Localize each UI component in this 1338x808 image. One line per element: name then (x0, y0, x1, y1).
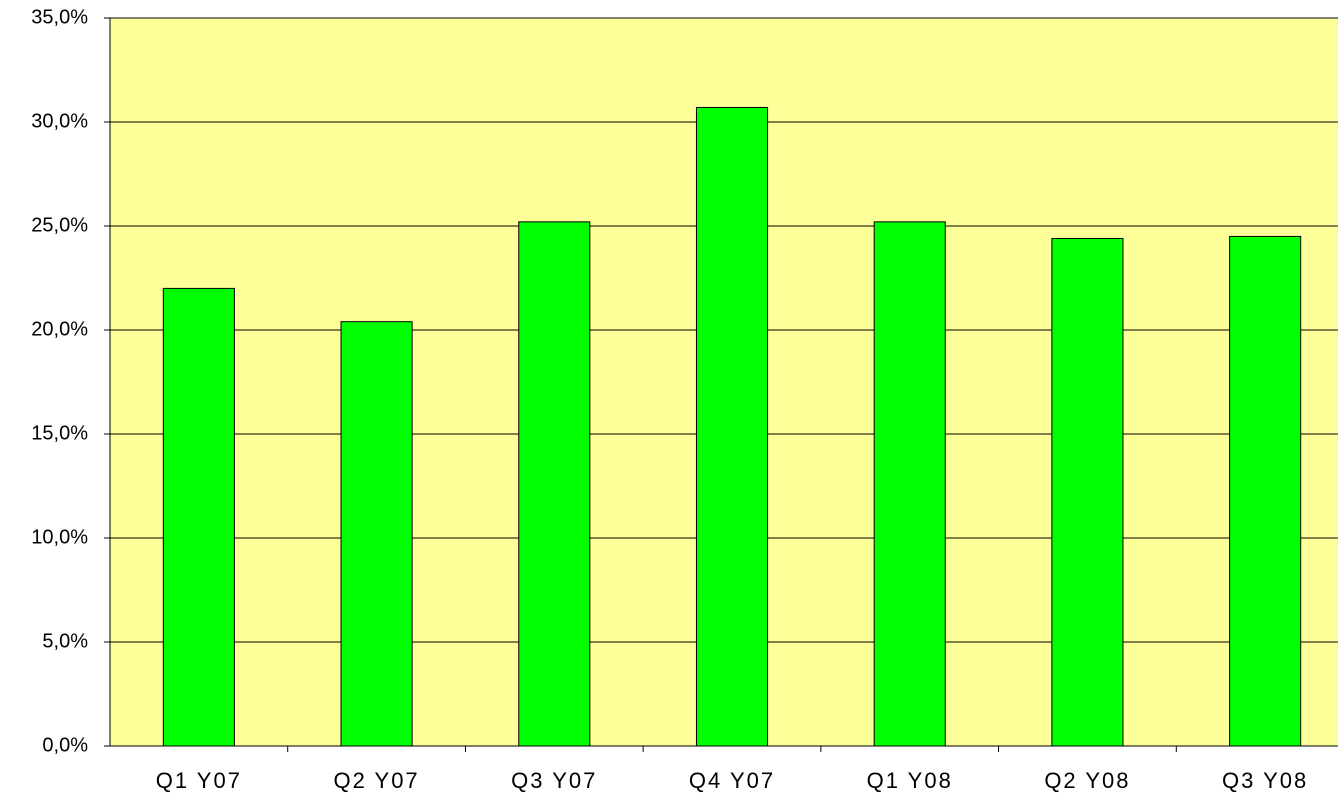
bar (1229, 235, 1302, 747)
y-tick-label: 35,0% (31, 6, 88, 28)
y-tick-label: 30,0% (31, 110, 88, 132)
x-tick-label: Q3 Y08 (1222, 768, 1308, 793)
x-tick-label: Q4 Y07 (689, 768, 775, 793)
x-tick-label: Q2 Y08 (1044, 768, 1130, 793)
bar (518, 221, 591, 747)
bar (162, 287, 235, 747)
y-tick-label: 20,0% (31, 318, 88, 340)
x-tick-label: Q1 Y07 (156, 768, 242, 793)
y-tick-label: 25,0% (31, 214, 88, 236)
y-tick-label: 0,0% (42, 734, 88, 756)
y-tick-label: 15,0% (31, 422, 88, 444)
bar (695, 106, 769, 747)
x-tick-label: Q3 Y07 (511, 768, 597, 793)
x-tick-label: Q1 Y08 (867, 768, 953, 793)
bar (873, 221, 946, 747)
x-tick-label: Q2 Y07 (333, 768, 419, 793)
y-tick-label: 5,0% (42, 630, 88, 652)
bar (340, 321, 413, 747)
y-tick-label: 10,0% (31, 526, 88, 548)
bar (1051, 237, 1124, 747)
